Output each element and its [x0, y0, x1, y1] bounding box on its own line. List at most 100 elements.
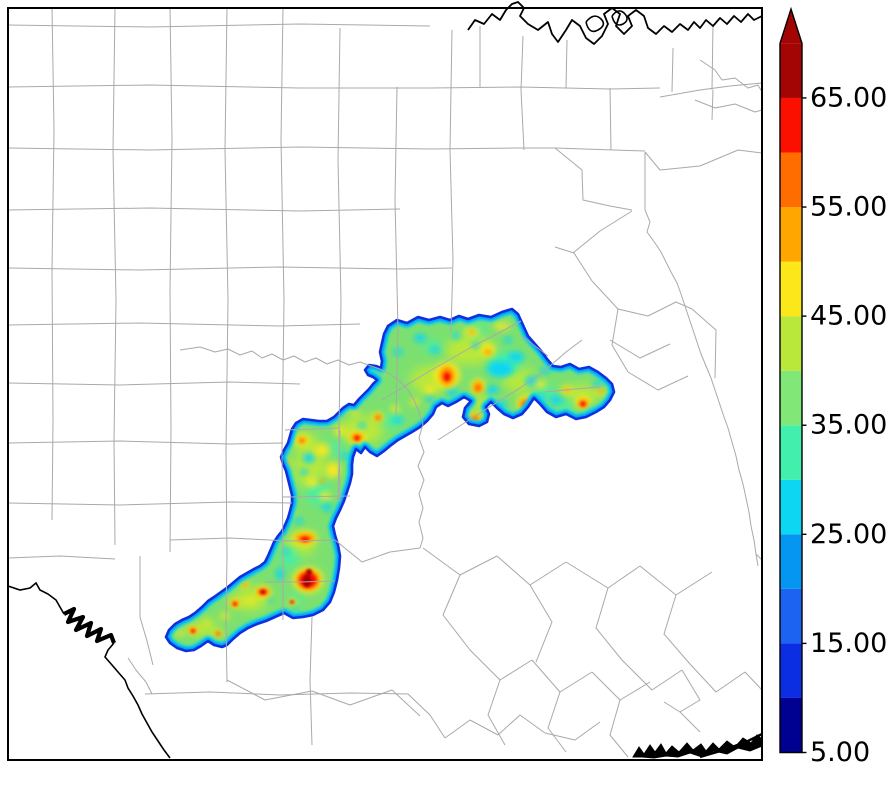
heatmap-hotspot: [475, 385, 481, 391]
county-boundary-line: [442, 574, 471, 651]
county-boundary-line: [671, 47, 674, 93]
colorbar-tick-label: 25.00: [810, 519, 887, 550]
county-boundary-line: [554, 147, 583, 171]
colorbar-tick-label: 65.00: [810, 82, 887, 113]
county-boundary-line: [611, 308, 629, 373]
county-boundary-line: [679, 711, 701, 733]
colorbar-band-5-10: [780, 697, 802, 753]
heatmap-hotspot: [294, 448, 326, 488]
heatmap-hotspot: [282, 548, 290, 554]
county-boundary-line: [565, 39, 568, 89]
county-boundary-line: [469, 649, 533, 681]
county-boundary-line: [644, 209, 759, 567]
heatmap-hotspot: [203, 620, 211, 624]
county-boundary-line: [7, 266, 453, 271]
heatmap-hotspot: [358, 423, 366, 429]
county-boundary-line: [689, 663, 746, 693]
red-river-oxbow: [585, 15, 605, 33]
heatmap-hotspot: [355, 436, 359, 440]
colorbar-group: 65.00 55.00 45.00 35.00 25.00 15.00 5.00: [779, 6, 887, 768]
county-boundary-line: [7, 501, 293, 506]
county-boundary-line: [280, 7, 285, 620]
county-boundary-line: [309, 616, 313, 746]
heatmap-hotspot: [445, 335, 495, 365]
heatmap-hotspot: [430, 347, 440, 353]
county-boundary-line: [7, 23, 431, 28]
county-boundary-line: [7, 381, 301, 386]
county-boundary-line: [7, 146, 646, 152]
county-boundary-line: [699, 59, 763, 93]
county-boundary-line: [7, 440, 284, 445]
county-boundary-line: [389, 547, 421, 553]
county-boundary-line: [544, 386, 601, 393]
colorbar-tick-label: 35.00: [810, 410, 887, 441]
colorbar-band-55-60: [780, 152, 802, 208]
county-boundary-line: [169, 537, 336, 542]
county-boundary-line: [609, 87, 612, 151]
heatmap-region-group: [164, 307, 616, 653]
heatmap-hotspot: [549, 396, 563, 404]
heatmap-hotspot: [267, 598, 273, 602]
county-boundary-line: [179, 346, 425, 549]
county-boundary-line: [520, 35, 525, 151]
colorbar-band-45-50: [780, 261, 802, 317]
county-boundary-line: [127, 657, 153, 695]
heatmap-hotspot: [233, 602, 237, 606]
heatmap-hotspot: [469, 330, 475, 334]
heatmap-hotspot: [303, 575, 311, 587]
county-boundary-line: [144, 691, 409, 696]
county-boundary-line: [581, 169, 633, 211]
county-boundary-line: [663, 701, 681, 713]
rio-grande-river-line: [104, 642, 171, 759]
heatmap-hotspot: [484, 349, 492, 355]
heatmap-hotspot: [326, 462, 340, 478]
colorbar-band-15-20: [780, 588, 802, 644]
heatmap-hotspot: [306, 569, 312, 575]
county-boundary-line: [437, 339, 583, 441]
heatmap-hotspot: [487, 361, 513, 377]
county-boundary-line: [169, 7, 173, 553]
county-boundary-line: [621, 659, 683, 691]
county-boundary-line: [609, 339, 671, 359]
heatmap-hotspot: [593, 381, 603, 387]
heatmap-hotspot: [494, 322, 510, 330]
heatmap-hotspot: [193, 620, 217, 636]
rio-grande-river-line: [7, 581, 65, 615]
colorbar-tick-label: 15.00: [810, 628, 887, 659]
county-boundary-line: [639, 565, 713, 596]
county-boundary-line: [659, 82, 763, 98]
county-boundary-line: [407, 693, 446, 739]
heatmap-hotspot: [393, 417, 403, 423]
county-boundary-line: [663, 594, 691, 665]
heatmap-hotspot: [216, 632, 220, 636]
heatmap-hotspot: [383, 413, 401, 427]
county-boundary-line: [591, 671, 651, 701]
county-boundary-line: [711, 24, 714, 91]
county-boundary-line: [265, 580, 336, 583]
county-boundary-line: [337, 429, 341, 501]
colorbar-band-25-30: [780, 479, 802, 535]
heatmap-hotspot: [319, 479, 325, 483]
county-boundary-line: [422, 547, 498, 576]
county-boundary-line: [7, 555, 116, 560]
amistad-reservoir: [63, 606, 116, 644]
colorbar-band-30-35: [780, 425, 802, 480]
county-boundary-line: [381, 320, 522, 401]
heatmap-hotspot: [245, 598, 255, 604]
county-boundary-line: [7, 207, 401, 212]
county-boundary-line: [609, 699, 629, 758]
heatmap-hotspot: [424, 386, 436, 394]
county-boundary-line: [591, 280, 649, 317]
heatmap-hotspot: [504, 337, 512, 343]
heatmap-hotspot: [176, 630, 184, 636]
heatmap-hotspot: [322, 503, 332, 511]
county-boundary-line: [531, 659, 593, 693]
colorbar-band-65-70: [780, 43, 802, 98]
heatmap-hotspot: [502, 368, 538, 392]
heatmap-hotspot: [306, 477, 318, 487]
heatmap-hotspot: [508, 352, 524, 362]
heatmap-hotspot: [414, 334, 426, 342]
county-boundary-line: [226, 679, 313, 701]
county-boundary-line: [7, 322, 361, 327]
